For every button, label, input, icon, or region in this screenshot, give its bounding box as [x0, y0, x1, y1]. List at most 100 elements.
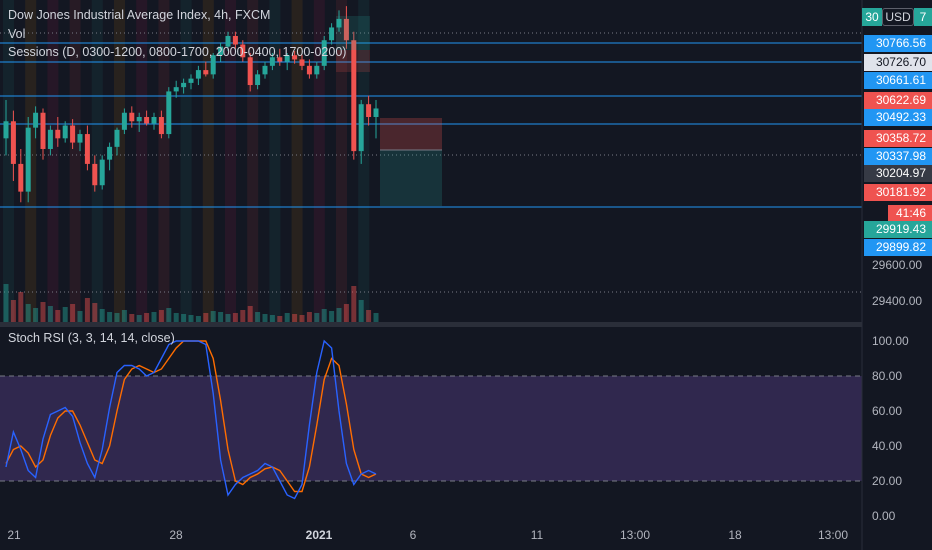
chart-title[interactable]: Dow Jones Industrial Average Index, 4h, … [8, 8, 271, 22]
volume-bar [188, 315, 194, 322]
volume-bar [329, 311, 335, 322]
volume-bar [158, 310, 164, 322]
candle-body [210, 55, 216, 75]
top-price-badge-left: 30 [862, 8, 882, 26]
price-tag[interactable]: 30337.98 [864, 148, 932, 165]
price-tag[interactable]: 29899.82 [864, 239, 932, 256]
price-tag[interactable]: 30492.33 [864, 109, 932, 126]
candle-body [70, 125, 76, 143]
price-tag[interactable]: 30766.56 [864, 35, 932, 52]
price-tag[interactable]: 30181.92 [864, 184, 932, 201]
candle-body [166, 91, 172, 135]
price-tag[interactable]: 30358.72 [864, 130, 932, 147]
volume-bar [129, 314, 135, 322]
candle-body [77, 134, 83, 143]
price-axis-label: 29400.00 [872, 294, 923, 308]
candle-body [188, 78, 194, 83]
volume-bar [121, 310, 127, 322]
candles[interactable] [3, 6, 379, 203]
candle-body [299, 59, 305, 66]
candle-body [18, 163, 24, 192]
session-band [269, 0, 281, 322]
stop-loss-zone [380, 118, 442, 150]
price-tag[interactable]: 30726.70 [864, 54, 932, 71]
stoch-k-line [5, 339, 377, 500]
candle-body [329, 27, 335, 41]
price-tag[interactable]: 41:46 [888, 205, 932, 222]
volume-bar [336, 308, 342, 322]
stoch-axis-label: 40.00 [872, 439, 903, 453]
volume-bar [247, 306, 253, 322]
volume-bar [314, 313, 320, 322]
candle-body [255, 74, 261, 86]
volume-bar [70, 304, 76, 322]
candle-body [225, 35, 231, 47]
volume-bar [269, 315, 275, 322]
volume-bar [292, 314, 298, 322]
volume-legend[interactable]: Vol [8, 27, 26, 41]
volume-bar [262, 314, 268, 322]
price-tag[interactable]: 29919.43 [864, 221, 932, 238]
session-band [225, 0, 236, 322]
session-band [136, 0, 148, 322]
volume-bar [62, 307, 68, 322]
candle-body [92, 163, 98, 186]
stoch-legend[interactable]: Stoch RSI (3, 3, 14, 14, close) [8, 331, 175, 345]
stoch-axis-label: 80.00 [872, 369, 903, 383]
candle-body [129, 112, 135, 122]
candle-body [136, 117, 142, 122]
candle-body [292, 55, 298, 60]
candle-body [336, 18, 342, 28]
candle-body [107, 146, 113, 160]
candle-body [314, 65, 320, 75]
stoch-pane[interactable] [0, 0, 863, 550]
volume-bar [343, 304, 349, 322]
volume-bar [351, 286, 357, 322]
candle-body [47, 129, 53, 149]
volume-bar [195, 316, 201, 322]
price-tag[interactable]: 30622.69 [864, 92, 932, 109]
volume-bar [181, 314, 187, 322]
candle-body [373, 108, 379, 118]
volume-bar [144, 313, 150, 322]
volume-bar [255, 312, 261, 322]
candle-body [358, 104, 364, 152]
candle-body [351, 40, 357, 152]
session-band [180, 0, 192, 322]
candle-body [144, 117, 150, 124]
candle-body [158, 117, 164, 135]
volume-bar [99, 309, 105, 322]
candle-body [181, 82, 187, 88]
currency-button[interactable]: USD [882, 8, 914, 26]
volume-bar [55, 310, 61, 322]
volume-bar [77, 311, 83, 322]
volume-bar [136, 315, 142, 322]
volume-bar [25, 304, 31, 322]
price-tag[interactable]: 30661.61 [864, 72, 932, 89]
volume-bar [218, 312, 224, 322]
volume-bar [299, 315, 305, 322]
session-band [336, 0, 347, 322]
volume-bar [373, 313, 379, 322]
volume-bar [277, 316, 283, 322]
sessions-legend[interactable]: Sessions (D, 0300-1200, 0800-1700, 2000-… [8, 45, 347, 59]
stoch-band [0, 376, 862, 481]
candle-body [151, 117, 157, 124]
volume-bar [306, 312, 312, 322]
stoch-axis-label: 20.00 [872, 474, 903, 488]
stoch-axis-label: 0.00 [872, 509, 896, 523]
volume-bar [321, 309, 327, 322]
candle-body [284, 55, 290, 62]
price-tag[interactable]: 30204.97 [864, 165, 932, 182]
time-axis-label: 6 [409, 528, 417, 542]
volume-bar [10, 300, 16, 322]
candle-body [306, 65, 312, 75]
candle-body [218, 46, 224, 56]
candle-body [10, 121, 16, 164]
candle-body [84, 134, 90, 164]
volume-bar [358, 300, 364, 322]
candle-body [62, 125, 68, 139]
position-box[interactable] [336, 16, 442, 206]
volume-bar [92, 303, 98, 322]
